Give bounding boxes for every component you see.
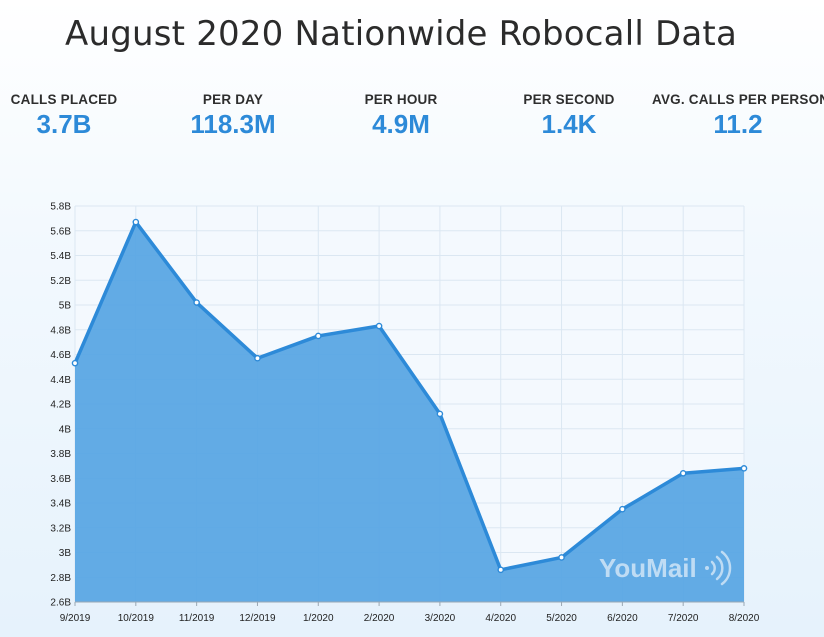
x-tick-label: 10/2019 bbox=[118, 613, 155, 624]
stat-avg-calls-per-person: AVG. CALLS PER PERSON 11.2 bbox=[652, 92, 824, 140]
x-tick-label: 11/2019 bbox=[179, 613, 215, 624]
y-tick-label: 2.6B bbox=[50, 598, 71, 609]
x-tick-label: 8/2020 bbox=[729, 613, 760, 624]
series-area-fill bbox=[75, 222, 744, 602]
signal-waves-icon bbox=[705, 550, 732, 586]
y-tick-label: 5.2B bbox=[50, 276, 71, 287]
data-point bbox=[558, 554, 565, 561]
y-tick-label: 4.6B bbox=[50, 350, 71, 361]
stat-value: 11.2 bbox=[713, 109, 763, 139]
y-tick-label: 3.6B bbox=[50, 474, 71, 485]
data-point bbox=[740, 465, 748, 472]
series-line bbox=[73, 220, 745, 572]
x-tick-label: 1/2020 bbox=[303, 613, 334, 624]
data-point bbox=[193, 299, 200, 306]
stat-per-day: PER DAY 118.3M bbox=[172, 92, 294, 140]
y-tick-label: 3.8B bbox=[50, 449, 71, 460]
data-point bbox=[436, 410, 444, 418]
page-title: August 2020 Nationwide Robocall Data bbox=[65, 14, 737, 54]
y-tick-label: 3.2B bbox=[50, 523, 71, 534]
stat-label: AVG. CALLS PER PERSON bbox=[652, 92, 824, 107]
y-tick-label: 5.8B bbox=[50, 202, 71, 213]
y-tick-label: 4.4B bbox=[50, 375, 71, 386]
x-tick-label: 9/2019 bbox=[60, 613, 91, 624]
stat-label: PER SECOND bbox=[523, 92, 615, 107]
stat-value: 118.3M bbox=[190, 109, 276, 139]
y-tick-label: 2.8B bbox=[50, 573, 71, 584]
y-tick-label: 5.6B bbox=[50, 226, 71, 237]
y-axis: 2.6B 2.8B 3B 3.2B 3.4B 3.6B 3.8B 4B 4.2B 4.4B 4.6B… bbox=[50, 202, 71, 609]
stat-per-second: PER SECOND 1.4K bbox=[508, 92, 630, 140]
x-tick-label: 2/2020 bbox=[364, 613, 395, 624]
data-point bbox=[132, 218, 140, 226]
x-axis: 9/2019 10/2019 11/2019 12/2019 1/2020 2/2020 3… bbox=[60, 601, 760, 624]
stat-value: 1.4K bbox=[541, 109, 597, 139]
y-tick-label: 5.4B bbox=[50, 251, 71, 262]
stat-calls-placed: CALLS PLACED 3.7B bbox=[0, 92, 128, 140]
data-point bbox=[375, 322, 383, 330]
x-tick-label: 7/2020 bbox=[668, 613, 699, 624]
x-tick-label: 6/2020 bbox=[607, 613, 638, 624]
stats-row: CALLS PLACED 3.7B PER DAY 118.3M PER HOU… bbox=[0, 92, 824, 152]
watermark-text: YouMail bbox=[599, 553, 697, 583]
stat-label: PER DAY bbox=[202, 92, 264, 107]
y-tick-label: 3.4B bbox=[50, 499, 71, 510]
y-tick-label: 4.8B bbox=[50, 325, 71, 336]
stat-value: 3.7B bbox=[36, 109, 92, 139]
stat-label: PER HOUR bbox=[364, 92, 438, 107]
y-tick-label: 3B bbox=[59, 548, 72, 559]
data-point bbox=[619, 505, 626, 513]
stat-value: 4.9M bbox=[372, 109, 430, 139]
data-point bbox=[497, 566, 505, 574]
data-point bbox=[314, 332, 322, 340]
data-point bbox=[254, 354, 261, 362]
youmail-watermark: YouMail bbox=[599, 550, 732, 586]
stat-per-hour: PER HOUR 4.9M bbox=[340, 92, 462, 140]
stat-label: CALLS PLACED bbox=[10, 92, 118, 107]
chart-points bbox=[71, 218, 748, 574]
x-tick-label: 3/2020 bbox=[425, 613, 456, 624]
y-tick-label: 4.2B bbox=[50, 400, 71, 411]
x-tick-label: 5/2020 bbox=[546, 613, 577, 624]
data-point bbox=[679, 469, 687, 477]
y-tick-label: 5B bbox=[59, 301, 72, 312]
chart-area-layer bbox=[73, 220, 745, 602]
x-tick-label: 12/2019 bbox=[239, 613, 276, 624]
data-point bbox=[71, 359, 79, 367]
x-tick-label: 4/2020 bbox=[485, 613, 516, 624]
y-tick-label: 4B bbox=[59, 424, 72, 435]
